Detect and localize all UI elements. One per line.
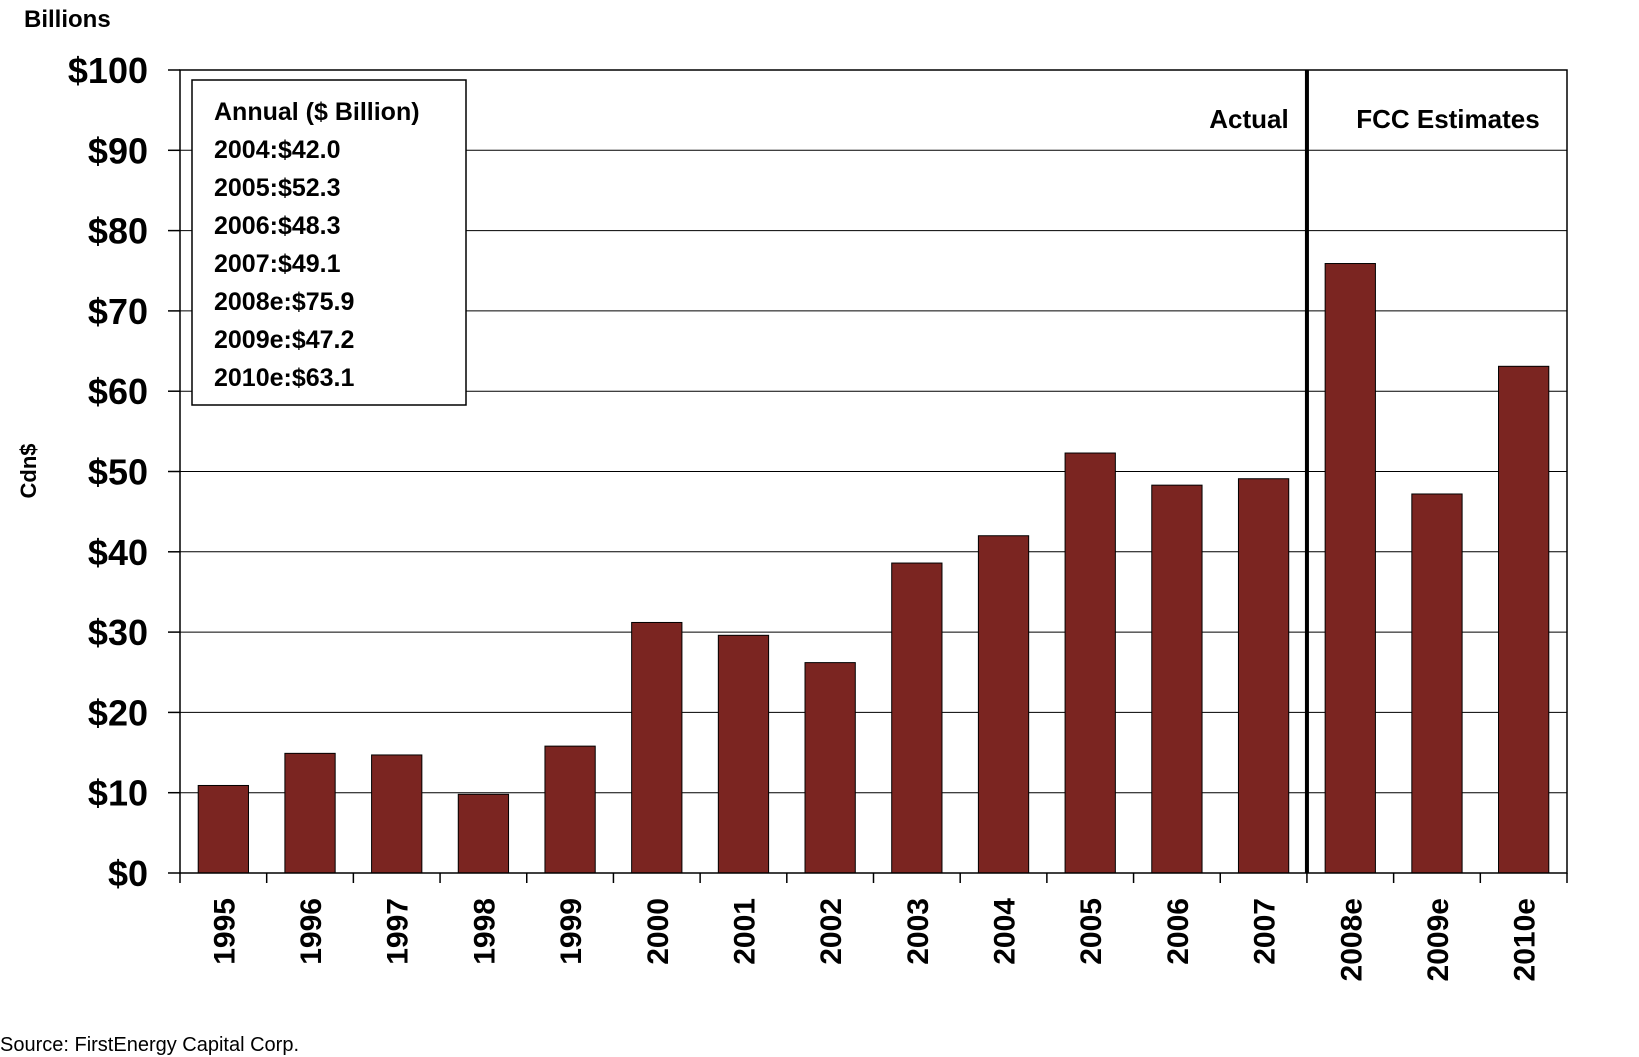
annotation-box <box>191 79 467 406</box>
y-tick-label: $100 <box>68 50 148 91</box>
x-tick-label: 1995 <box>208 898 241 965</box>
bar <box>891 562 943 874</box>
x-tick-label: 2006 <box>1162 898 1195 965</box>
bar <box>1498 365 1550 874</box>
bar <box>457 793 510 874</box>
x-tick-label: 2005 <box>1075 898 1108 965</box>
annotation-line: 2006:$48.3 <box>214 212 341 240</box>
x-tick-label: 1999 <box>555 898 588 965</box>
y-tick-label: $0 <box>108 853 148 894</box>
annotation-line: 2009e:$47.2 <box>214 326 354 354</box>
annotation-line: 2010e:$63.1 <box>214 364 355 392</box>
y-tick-label: $30 <box>88 612 148 653</box>
annotation-line: 2007:$49.1 <box>214 250 341 278</box>
bars <box>197 263 1550 874</box>
source-note: Source: FirstEnergy Capital Corp. <box>0 1034 300 1056</box>
bar <box>1237 478 1290 874</box>
y-tick-label: $70 <box>88 291 148 332</box>
bar <box>1151 484 1203 874</box>
axes <box>168 69 1568 883</box>
annotation-line: 2004:$42.0 <box>214 136 341 164</box>
y-tick-label: $50 <box>88 452 148 493</box>
bar <box>544 745 596 874</box>
y-tick-label: $90 <box>88 130 148 171</box>
y-tick-label: $20 <box>88 692 148 733</box>
annotation-title: Annual ($ Billion) <box>214 98 420 126</box>
annotation-line: 2008e:$75.9 <box>214 288 354 316</box>
bar <box>371 754 423 874</box>
bar <box>1324 263 1376 874</box>
x-tick-label: 2004 <box>989 898 1022 965</box>
labels: $0 $10 $20 $30 $40 $50 $60 $70 $80 $90 $100 1995 199… <box>16 6 1542 981</box>
region-label: Actual <box>1209 104 1288 134</box>
bar <box>631 621 683 874</box>
y-axis-title: Cdn$ <box>16 444 41 499</box>
bar <box>977 535 1030 874</box>
y-tick-label: $40 <box>88 532 148 573</box>
x-tick-label: 2002 <box>815 898 848 965</box>
x-tick-label: 2000 <box>642 898 675 965</box>
bar <box>1411 493 1463 874</box>
y-tick-label: $60 <box>88 371 148 412</box>
x-tick-label: 1997 <box>382 898 415 965</box>
region-label: FCC Estimates <box>1356 104 1540 134</box>
x-tick-label: 2001 <box>728 898 761 965</box>
bar <box>284 752 336 874</box>
y-tick-label: $10 <box>88 773 148 814</box>
bar <box>804 662 856 874</box>
x-tick-label: 2010e <box>1509 898 1542 981</box>
annotation-line: 2005:$52.3 <box>214 174 341 202</box>
y-tick-label: $80 <box>88 211 148 252</box>
x-tick-label: 2009e <box>1422 898 1455 981</box>
unit-label: Billions <box>24 6 111 33</box>
x-tick-label: 2008e <box>1335 898 1368 981</box>
x-tick-label: 2007 <box>1249 898 1282 965</box>
bar <box>197 784 249 874</box>
x-tick-label: 1996 <box>295 898 328 965</box>
x-tick-label: 1998 <box>468 898 501 965</box>
x-tick-label: 2003 <box>902 898 935 965</box>
bar <box>1064 452 1116 874</box>
bar <box>717 634 770 874</box>
